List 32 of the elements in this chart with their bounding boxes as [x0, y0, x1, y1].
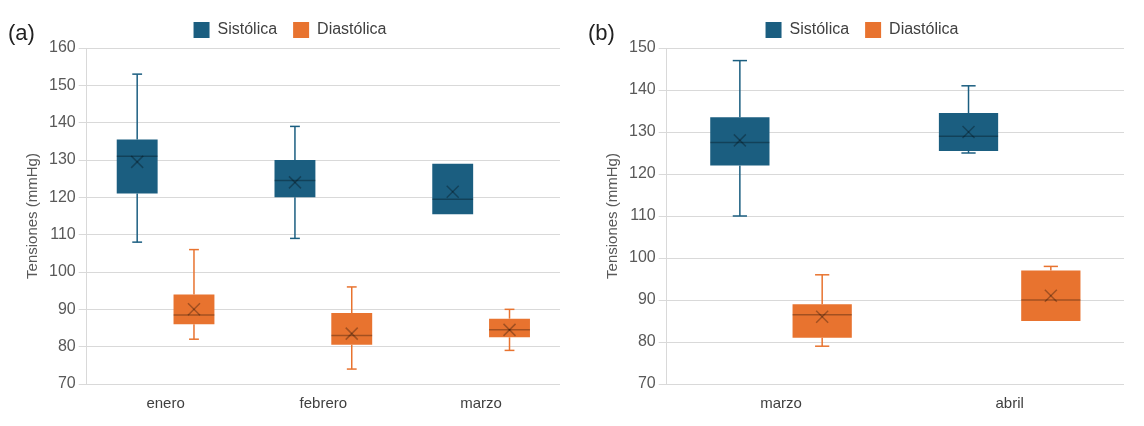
legend-label: Sistólica [789, 20, 850, 38]
y-tick-label: 80 [637, 332, 656, 350]
x-tick-label: marzo [460, 394, 502, 412]
y-axis-title: Tensiones (mmHg) [23, 153, 41, 279]
y-tick-label: 90 [57, 299, 76, 317]
y-tick-label: 80 [57, 337, 76, 355]
legend-label: Sistólica [217, 20, 278, 38]
y-tick-label: 140 [48, 113, 76, 131]
chart-title: (b) [588, 20, 615, 46]
y-tick-label: 70 [637, 374, 656, 392]
x-tick-label: enero [146, 394, 185, 412]
y-tick-label: 150 [48, 75, 76, 93]
chart-title: (a) [8, 20, 35, 46]
y-tick-label: 100 [48, 262, 76, 280]
x-tick-label: abril [995, 394, 1024, 412]
legend-label: Diastólica [889, 20, 959, 38]
y-tick-label: 70 [57, 374, 76, 392]
y-tick-label: 150 [628, 38, 656, 56]
x-tick-label: febrero [299, 394, 348, 412]
y-tick-label: 120 [48, 187, 76, 205]
y-tick-label: 110 [630, 206, 656, 224]
y-tick-label: 100 [628, 248, 656, 266]
y-tick-label: 140 [628, 80, 656, 98]
y-tick-label: 160 [48, 38, 76, 56]
legend-label: Diastólica [317, 20, 387, 38]
x-tick-label: marzo [760, 394, 802, 412]
y-axis-title: Tensiones (mmHg) [603, 153, 621, 279]
y-tick-label: 110 [50, 225, 76, 243]
y-tick-label: 90 [637, 290, 656, 308]
y-tick-label: 120 [628, 164, 656, 182]
y-tick-label: 130 [48, 150, 76, 168]
y-tick-label: 130 [628, 122, 656, 140]
